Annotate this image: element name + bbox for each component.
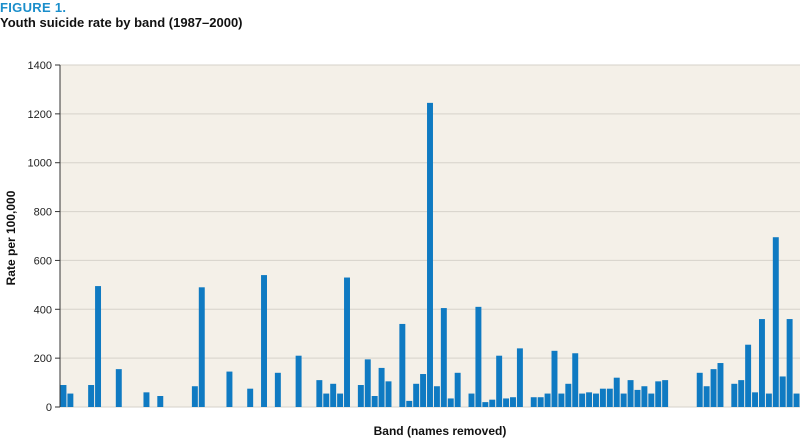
figure-title: Youth suicide rate by band (1987–2000) bbox=[0, 15, 243, 30]
bar bbox=[758, 319, 765, 407]
bar bbox=[88, 385, 95, 407]
bar bbox=[565, 383, 572, 407]
bar bbox=[357, 385, 364, 407]
bar bbox=[226, 371, 233, 407]
bar bbox=[330, 383, 337, 407]
bar bbox=[793, 393, 800, 407]
bar bbox=[60, 385, 67, 407]
bar bbox=[662, 380, 669, 407]
bar bbox=[655, 381, 662, 407]
bar bbox=[648, 393, 655, 407]
bar bbox=[316, 380, 323, 407]
bar bbox=[772, 237, 779, 407]
y-tick-label: 600 bbox=[34, 255, 52, 267]
bar bbox=[399, 323, 406, 407]
bar bbox=[710, 369, 717, 407]
bar bbox=[634, 389, 641, 407]
bar bbox=[198, 287, 205, 407]
bar bbox=[586, 392, 593, 407]
bar bbox=[537, 397, 544, 407]
y-tick-label: 0 bbox=[46, 402, 52, 414]
bar bbox=[627, 380, 634, 407]
bar bbox=[572, 353, 579, 407]
bar bbox=[468, 393, 475, 407]
bar bbox=[261, 275, 267, 407]
bar bbox=[67, 393, 74, 407]
figure-label: FIGURE 1. bbox=[0, 0, 67, 15]
bar bbox=[247, 388, 254, 407]
bar bbox=[551, 350, 558, 407]
bar bbox=[274, 372, 281, 407]
bar bbox=[323, 393, 330, 407]
y-tick-label: 1000 bbox=[28, 158, 52, 170]
bar bbox=[447, 398, 454, 407]
bar bbox=[530, 397, 537, 407]
y-tick-label: 200 bbox=[34, 353, 52, 365]
bar bbox=[558, 393, 565, 407]
bar bbox=[454, 372, 461, 407]
bar bbox=[427, 102, 433, 407]
y-tick-label: 800 bbox=[34, 207, 52, 219]
bar bbox=[599, 388, 606, 407]
bar bbox=[731, 383, 738, 407]
bar bbox=[413, 383, 420, 407]
bar bbox=[738, 380, 745, 407]
bar bbox=[717, 363, 724, 407]
bar bbox=[579, 393, 586, 407]
bar bbox=[786, 319, 793, 407]
y-tick-label: 1200 bbox=[28, 109, 52, 121]
bar bbox=[496, 355, 503, 407]
bar bbox=[696, 372, 703, 407]
bar bbox=[475, 306, 482, 407]
bar bbox=[606, 388, 613, 407]
bar bbox=[593, 393, 599, 407]
bar bbox=[337, 393, 344, 407]
bar bbox=[620, 393, 627, 407]
y-axis-label: Rate per 100,000 bbox=[4, 190, 18, 285]
bar bbox=[433, 386, 440, 407]
bar bbox=[143, 392, 150, 407]
bar bbox=[765, 393, 772, 407]
bar bbox=[191, 386, 198, 407]
bar bbox=[779, 376, 786, 407]
bar bbox=[745, 344, 752, 407]
bar bbox=[516, 348, 523, 407]
bar bbox=[440, 308, 447, 407]
x-axis-label: Band (names removed) bbox=[374, 424, 507, 438]
bar bbox=[378, 367, 385, 407]
bar bbox=[703, 386, 710, 407]
bar bbox=[406, 400, 413, 407]
bar bbox=[420, 374, 427, 407]
bar bbox=[95, 286, 102, 407]
bar bbox=[613, 377, 620, 407]
y-tick-label: 1400 bbox=[28, 60, 52, 72]
bar bbox=[544, 393, 551, 407]
bar bbox=[641, 386, 648, 407]
bar bbox=[157, 396, 164, 407]
bar bbox=[489, 399, 496, 407]
bar bbox=[752, 392, 759, 407]
bar bbox=[385, 381, 392, 407]
bar bbox=[364, 359, 371, 407]
bar bbox=[295, 355, 302, 407]
bar bbox=[482, 402, 489, 407]
bar bbox=[510, 397, 516, 407]
y-tick-label: 400 bbox=[34, 304, 52, 316]
bar bbox=[371, 396, 378, 407]
bar bbox=[115, 369, 122, 407]
bar bbox=[344, 277, 350, 407]
bar bbox=[503, 398, 510, 407]
